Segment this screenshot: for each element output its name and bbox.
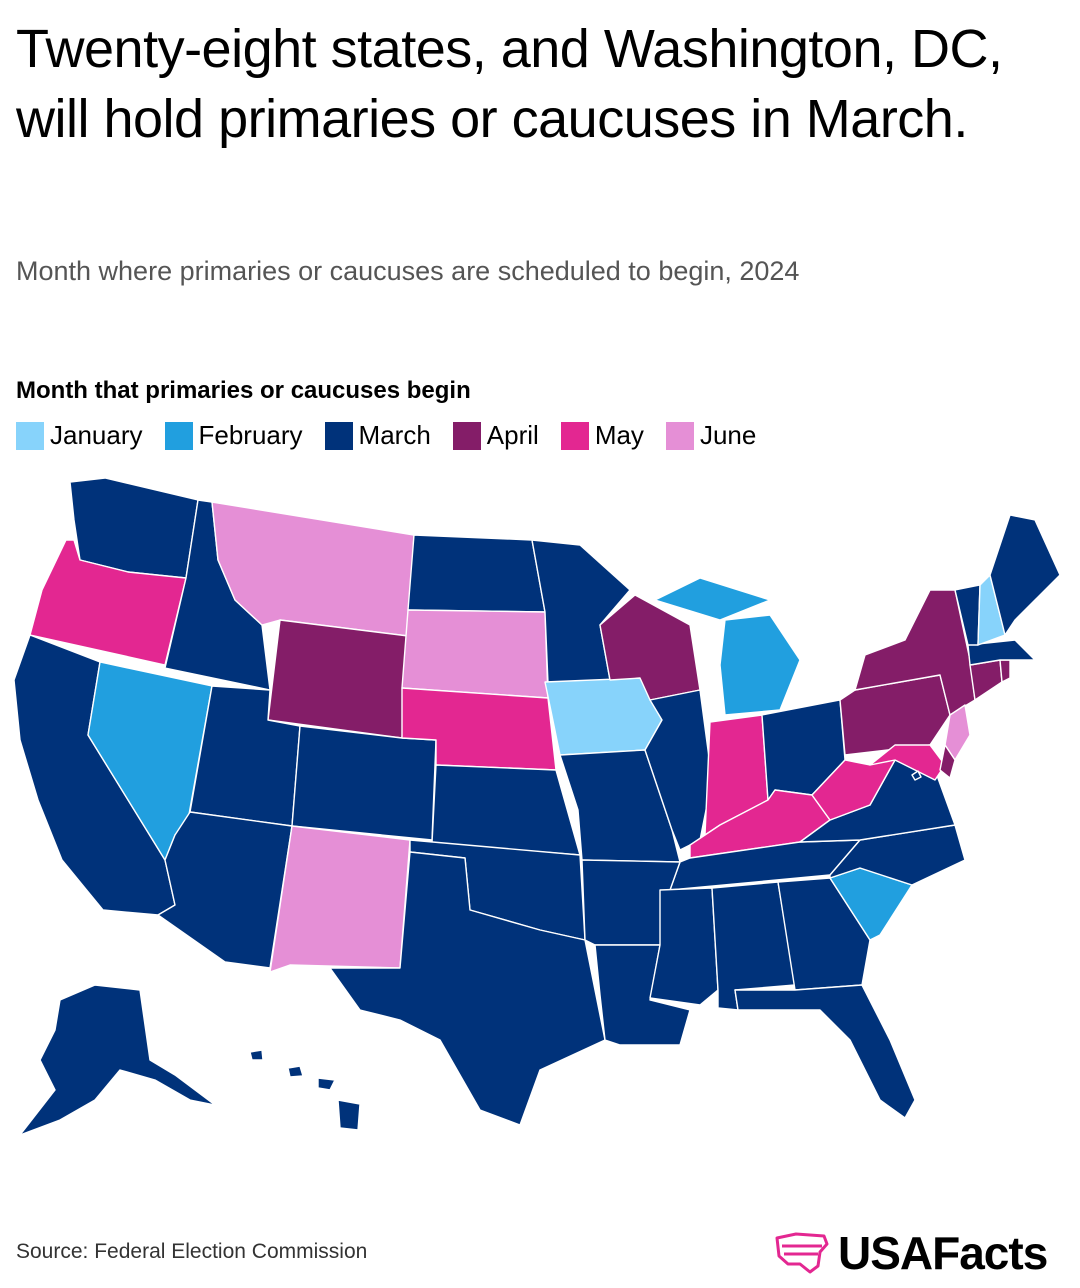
- state-massachusetts: [967, 639, 1036, 666]
- legend-item-january: January: [16, 420, 143, 451]
- legend-label: January: [50, 420, 143, 450]
- legend-label: April: [486, 420, 539, 450]
- legend-swatch-january: [16, 421, 44, 450]
- us-map: [13, 477, 1061, 1136]
- state-new-jersey: [944, 704, 971, 761]
- legend-swatch-february: [164, 421, 193, 450]
- page-title: Twenty-eight states, and Washington, DC,…: [16, 19, 1003, 149]
- state-mississippi: [649, 887, 719, 1006]
- state-north-dakota: [407, 534, 546, 613]
- state-colorado: [291, 725, 437, 841]
- legend-item-april: April: [452, 420, 539, 451]
- state-texas: [329, 851, 606, 1126]
- brand-name: USAFacts: [838, 1227, 1048, 1279]
- state-kansas: [431, 764, 581, 856]
- usafacts-flag-icon: [775, 1232, 829, 1274]
- legend-label: February: [198, 420, 303, 450]
- state-florida: [734, 984, 916, 1119]
- state-rhode-island: [999, 659, 1011, 683]
- state-new-york: [854, 589, 976, 716]
- state-maine: [989, 514, 1061, 636]
- state-arizona: [157, 811, 293, 969]
- state-georgia: [777, 877, 871, 991]
- state-delaware: [939, 744, 956, 779]
- state-illinois: [644, 689, 713, 851]
- legend-label: June: [699, 420, 757, 450]
- legend-label: March: [358, 420, 431, 450]
- legend-swatch-march: [324, 421, 353, 450]
- state-michigan: [654, 577, 801, 716]
- legend-item-may: May: [560, 420, 644, 451]
- state-hawaii: [249, 1049, 361, 1131]
- legend-swatch-april: [452, 421, 481, 450]
- legend: January February March April May June: [16, 420, 756, 451]
- state-new-mexico: [269, 825, 411, 973]
- legend-swatch-june: [665, 421, 694, 450]
- legend-item-february: February: [164, 420, 303, 451]
- legend-label: May: [594, 420, 644, 450]
- state-wyoming: [267, 619, 409, 739]
- legend-item-june: June: [665, 420, 757, 451]
- legend-title: Month that primaries or caucuses begin: [16, 377, 471, 404]
- usafacts-logo: USAFacts: [774, 1226, 1048, 1280]
- state-iowa: [544, 677, 663, 756]
- state-south-dakota: [401, 609, 549, 699]
- state-connecticut: [969, 659, 1003, 701]
- flag-outline: [775, 1232, 829, 1274]
- state-alaska: [19, 984, 216, 1136]
- state-dc: [911, 770, 922, 781]
- legend-item-march: March: [324, 420, 431, 451]
- page-subtitle: Month where primaries or caucuses are sc…: [16, 256, 800, 286]
- legend-swatch-may: [560, 421, 589, 450]
- state-maryland: [869, 744, 946, 781]
- source-note: Source: Federal Election Commission: [16, 1240, 368, 1263]
